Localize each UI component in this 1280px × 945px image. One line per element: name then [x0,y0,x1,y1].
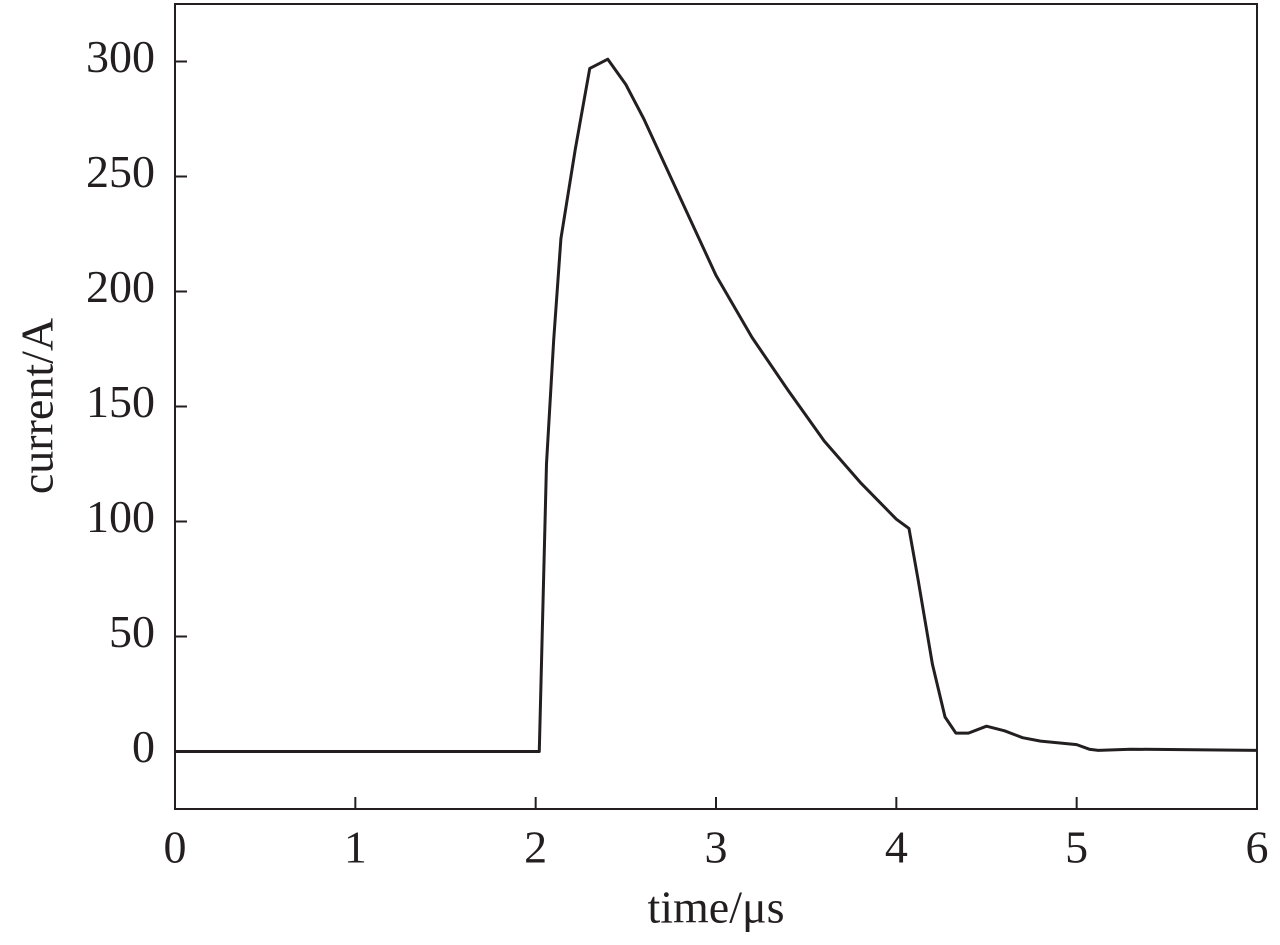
x-tick-label: 5 [1065,822,1088,873]
x-tick-label: 3 [705,822,728,873]
y-tick-label: 200 [86,261,155,312]
y-tick-label: 50 [109,606,155,657]
plot-frame [174,3,1258,810]
x-tick-label: 2 [524,822,547,873]
data-line [175,57,1258,753]
y-tick-label: 0 [132,721,155,772]
x-tick-label: 4 [885,822,908,873]
x-axis-title: time/μs [647,882,784,933]
x-tick-label: 6 [1246,822,1269,873]
y-tick-label: 150 [86,376,155,427]
y-tick-label: 100 [86,491,155,542]
x-tick-label: 1 [344,822,367,873]
x-tick-label: 0 [164,822,187,873]
y-tick-label: 250 [86,146,155,197]
y-tick-label: 300 [86,31,155,82]
y-axis-title: current/A [12,318,63,494]
